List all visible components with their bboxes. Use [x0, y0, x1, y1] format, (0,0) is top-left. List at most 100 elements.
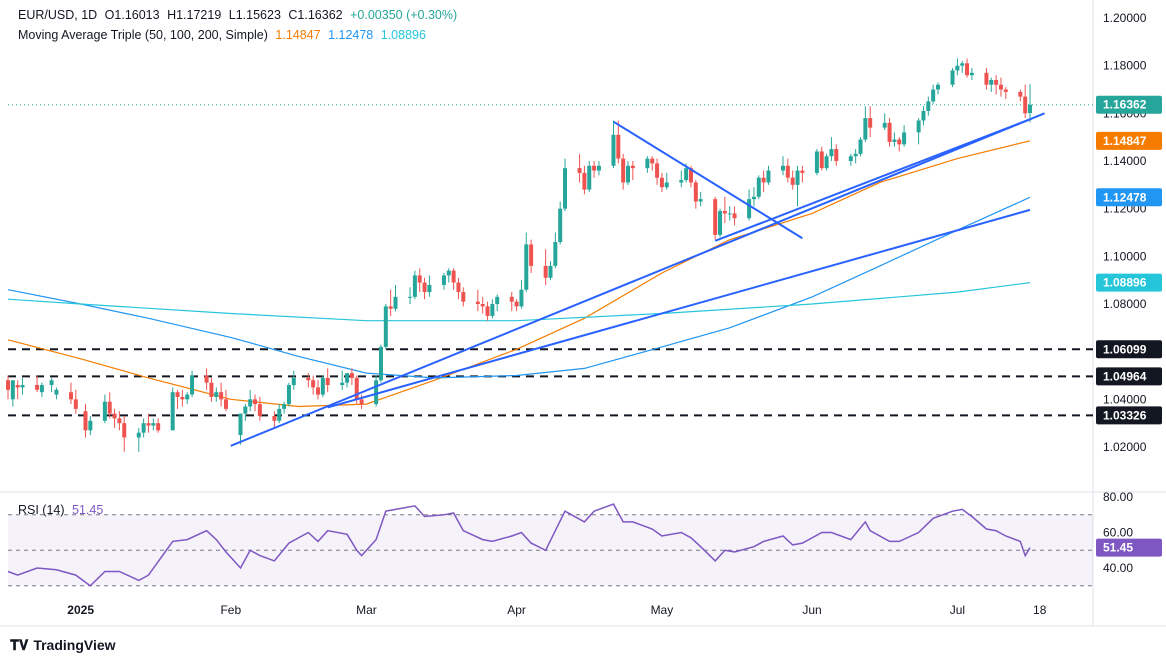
candle-body [679, 180, 684, 183]
rsi-indicator-label[interactable]: RSI (14) [18, 503, 65, 517]
price-tag [1096, 406, 1162, 425]
candle-body [117, 418, 122, 424]
candle-body [688, 168, 693, 183]
rsi-tag-label: 51.45 [1103, 541, 1133, 555]
candle-body [519, 289, 524, 307]
candle-body [451, 270, 456, 283]
candle-body [170, 392, 175, 431]
candle-body [965, 63, 970, 76]
candle-body [209, 382, 214, 397]
candle-body [291, 377, 296, 386]
candle-body [383, 306, 388, 347]
ma-50-line [7, 140, 1031, 408]
candle-body [461, 292, 466, 302]
candle-body [495, 296, 500, 304]
change-value: +0.00350 (+0.30%) [350, 8, 458, 22]
candle-body [616, 134, 621, 159]
candle-body [630, 165, 635, 169]
price-tag-label: 1.03326 [1103, 408, 1147, 422]
candle-body [35, 385, 40, 390]
candle-body [39, 385, 44, 393]
candle-body [311, 380, 316, 388]
candle-body [611, 134, 616, 166]
candle-body [650, 158, 655, 164]
candle-body [354, 377, 359, 400]
tradingview-logo[interactable]: 𝐓𝐕 TradingView [10, 637, 116, 654]
close-value: C1.16362 [288, 8, 343, 22]
candle-body [553, 242, 558, 266]
candle-body [54, 389, 59, 395]
candle-body [718, 211, 723, 235]
trendline-1 [327, 208, 1031, 409]
price-tick-label: 1.04000 [1103, 392, 1147, 406]
candle-body [272, 416, 277, 421]
candle-body [645, 158, 650, 169]
candle-body [751, 196, 756, 200]
candle-body [858, 139, 863, 154]
candle-body [989, 79, 994, 85]
candle-body [684, 168, 689, 181]
time-tick-label: Jun [802, 603, 821, 617]
candle-body [529, 244, 534, 266]
ma200-value: 1.08896 [380, 28, 426, 42]
tradingview-logo-text: TradingView [33, 637, 116, 653]
candle-body [747, 199, 752, 219]
price-tag-label: 1.16362 [1103, 98, 1147, 112]
candle-body [761, 177, 766, 183]
candle-body [180, 396, 185, 400]
price-tag [1096, 188, 1162, 207]
candle-body [916, 120, 921, 133]
candle-body [960, 63, 965, 66]
candle-body [587, 165, 592, 190]
candle-body [781, 165, 785, 171]
candle-body [713, 199, 718, 235]
candle-body [882, 122, 887, 128]
candle-body [136, 432, 141, 438]
candle-body [248, 399, 253, 407]
rsi-tag [1096, 538, 1162, 557]
candle-body [151, 423, 156, 426]
candle-body [853, 153, 858, 157]
candle-body [378, 346, 383, 381]
candle-body [577, 168, 582, 173]
candle-body [596, 165, 601, 171]
candle-body [480, 304, 485, 307]
candle-body [931, 89, 936, 102]
candle-body [112, 413, 117, 419]
ma-header: Moving Average Triple (50, 100, 200, Sim… [18, 28, 430, 42]
candle-body [655, 163, 660, 178]
price-tick-label: 1.02000 [1103, 440, 1147, 454]
candle-body [422, 282, 427, 293]
candle-body [490, 304, 495, 316]
price-tag-label: 1.12478 [1103, 190, 1147, 204]
symbol-label[interactable]: EUR/USD, 1D [18, 8, 98, 22]
candle-body [543, 265, 548, 278]
ma-100-line [7, 196, 1031, 379]
candle-body [485, 306, 490, 316]
ohlc-header: EUR/USD, 1D O1.16013 H1.17219 L1.15623 C… [18, 8, 461, 22]
candle-body [887, 122, 892, 142]
tradingview-logo-icon: 𝐓𝐕 [10, 637, 29, 653]
candle-body [49, 380, 54, 386]
time-tick-label: Mar [356, 603, 377, 617]
candle-body [863, 118, 868, 140]
candle-body [621, 158, 626, 183]
candle-body [902, 132, 907, 145]
rsi-tick-label: 80.00 [1103, 490, 1133, 504]
ma-indicator-label[interactable]: Moving Average Triple (50, 100, 200, Sim… [18, 28, 268, 42]
candle-body [848, 156, 853, 161]
candle-body [325, 377, 330, 386]
candle-body [345, 373, 350, 383]
candle-body [282, 404, 287, 409]
rsi-tick-label: 40.00 [1103, 561, 1133, 575]
candle-body [156, 423, 161, 431]
candle-body [897, 139, 902, 145]
ma100-value: 1.12478 [328, 28, 374, 42]
candle-body [524, 244, 529, 290]
candle-body [146, 423, 151, 426]
candle-body [340, 382, 345, 386]
rsi-line [7, 503, 1031, 587]
candle-body [659, 177, 664, 188]
